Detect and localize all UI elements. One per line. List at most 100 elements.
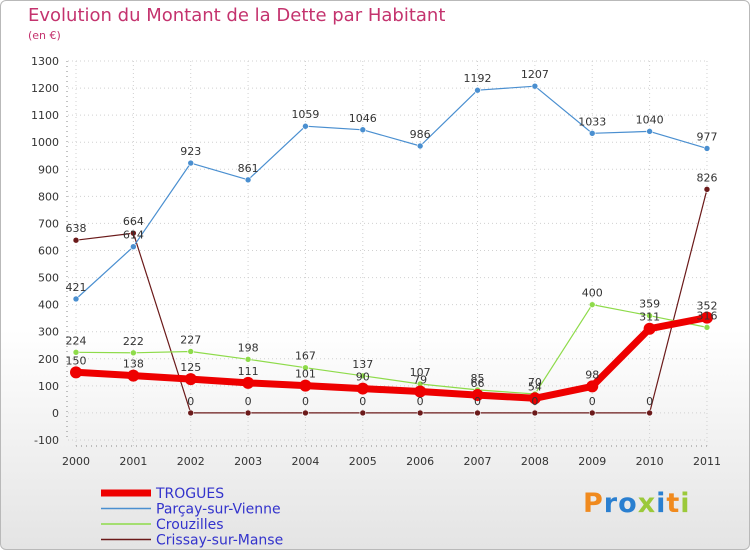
x-tick-label: 2002	[177, 455, 205, 468]
data-point-crissay-sur-manse	[531, 409, 539, 417]
series-line-parcay-sur-vienne	[75, 85, 708, 300]
data-point-crouzilles	[130, 349, 137, 357]
x-tick-label: 2003	[234, 455, 262, 468]
data-label-crissay-sur-manse: 0	[531, 395, 538, 408]
data-point-crouzilles	[588, 301, 596, 308]
y-tick-label: 200	[38, 353, 59, 366]
data-point-crissay-sur-manse	[244, 409, 252, 417]
data-point-parcay-sur-vienne	[187, 159, 195, 167]
data-point-trogues	[700, 311, 713, 324]
x-tick-label: 2009	[578, 455, 606, 468]
y-tick-label: 900	[38, 163, 59, 176]
proxiti-logo: Proxiti	[583, 488, 691, 519]
data-label-crissay-sur-manse: 0	[646, 395, 653, 408]
series-line-crouzilles	[75, 304, 708, 395]
data-label-parcay-sur-vienne: 977	[696, 130, 717, 143]
data-label-crouzilles: 227	[180, 333, 201, 346]
data-label-crissay-sur-manse: 664	[123, 215, 144, 228]
logo-letter: o	[618, 488, 638, 519]
data-label-crouzilles: 70	[528, 376, 542, 389]
series-lines	[70, 82, 713, 417]
logo-letter: i	[680, 488, 691, 519]
logo-letter: x	[637, 488, 657, 519]
x-tick-label: 2001	[119, 455, 147, 468]
x-tick-label: 2004	[291, 455, 319, 468]
data-label-crissay-sur-manse: 0	[187, 395, 194, 408]
data-label-crouzilles: 316	[696, 309, 717, 322]
data-point-crissay-sur-manse	[703, 186, 711, 193]
y-tick-label: 500	[38, 272, 59, 285]
data-point-trogues	[528, 392, 541, 405]
data-label-crissay-sur-manse: 0	[474, 395, 481, 408]
data-point-crissay-sur-manse	[72, 236, 80, 244]
data-label-parcay-sur-vienne: 1192	[464, 72, 492, 85]
data-label-crissay-sur-manse: 0	[302, 395, 309, 408]
series-line-trogues	[72, 314, 711, 402]
data-point-crouzilles	[244, 356, 252, 363]
data-point-crissay-sur-manse	[416, 409, 424, 417]
y-tick-label: 1300	[31, 55, 59, 68]
data-label-trogues: 90	[356, 371, 370, 384]
data-label-crouzilles: 222	[123, 335, 144, 348]
data-label-trogues: 311	[639, 311, 660, 324]
data-point-crissay-sur-manse	[588, 409, 596, 417]
y-tick-label: 1000	[31, 136, 59, 149]
x-tick-label: 2011	[693, 455, 721, 468]
data-label-trogues: 66	[471, 377, 485, 390]
data-point-trogues	[242, 376, 255, 389]
data-point-parcay-sur-vienne	[72, 295, 80, 303]
data-point-crouzilles	[703, 324, 711, 331]
data-label-parcay-sur-vienne: 861	[238, 162, 259, 175]
data-label-trogues: 98	[585, 368, 599, 381]
data-label-crouzilles: 107	[410, 366, 431, 379]
logo-text: Proxiti	[583, 488, 691, 519]
data-point-trogues	[471, 389, 484, 402]
data-point-parcay-sur-vienne	[244, 176, 252, 184]
chart-title: Evolution du Montant de la Dette par Hab…	[28, 5, 446, 26]
data-label-trogues: 352	[696, 300, 717, 313]
data-label-parcay-sur-vienne: 986	[410, 128, 431, 141]
data-point-trogues	[70, 366, 82, 379]
data-label-parcay-sur-vienne: 1046	[349, 112, 377, 125]
data-label-crissay-sur-manse: 0	[589, 395, 596, 408]
legend-label-crissay-sur-manse: Crissay-sur-Manse	[156, 533, 283, 549]
data-label-trogues: 138	[123, 358, 144, 371]
data-label-parcay-sur-vienne: 421	[66, 281, 87, 294]
data-point-trogues	[586, 380, 599, 393]
logo-letter: i	[656, 488, 667, 519]
legend: TROGUESParçay-sur-VienneCrouzillesCrissa…	[101, 486, 283, 549]
data-point-trogues	[414, 385, 427, 398]
x-tick-label: 2007	[464, 455, 492, 468]
logo-letter: t	[666, 488, 681, 519]
data-point-crouzilles	[72, 348, 80, 356]
data-point-trogues	[299, 379, 312, 392]
data-point-crouzilles	[646, 312, 653, 320]
y-tick-label: 300	[38, 326, 59, 339]
data-label-trogues: 150	[66, 354, 87, 367]
data-label-crouzilles: 167	[295, 350, 316, 363]
x-tick-label: 2010	[636, 455, 664, 468]
data-point-parcay-sur-vienne	[703, 145, 711, 152]
data-point-parcay-sur-vienne	[646, 128, 653, 135]
data-point-parcay-sur-vienne	[302, 122, 309, 130]
data-label-parcay-sur-vienne: 923	[180, 145, 201, 158]
data-label-crissay-sur-manse: 826	[696, 171, 717, 184]
data-point-crissay-sur-manse	[302, 409, 309, 417]
data-label-trogues: 111	[238, 365, 259, 378]
data-label-trogues: 101	[295, 368, 316, 381]
data-point-crissay-sur-manse	[359, 409, 367, 417]
y-tick-label: 400	[38, 299, 59, 312]
data-label-parcay-sur-vienne: 1059	[291, 108, 319, 121]
y-tick-label: 1200	[31, 82, 59, 95]
data-point-parcay-sur-vienne	[531, 82, 539, 90]
x-tick-label: 2008	[521, 455, 549, 468]
unit-label: (en €)	[28, 29, 61, 42]
legend-label-crouzilles: Crouzilles	[156, 517, 224, 533]
legend-label-parcay-sur-vienne: Parçay-sur-Vienne	[156, 502, 281, 518]
data-point-trogues	[643, 322, 656, 335]
data-point-parcay-sur-vienne	[359, 126, 367, 134]
data-label-parcay-sur-vienne: 1207	[521, 68, 549, 81]
data-label-crissay-sur-manse: 0	[417, 395, 424, 408]
